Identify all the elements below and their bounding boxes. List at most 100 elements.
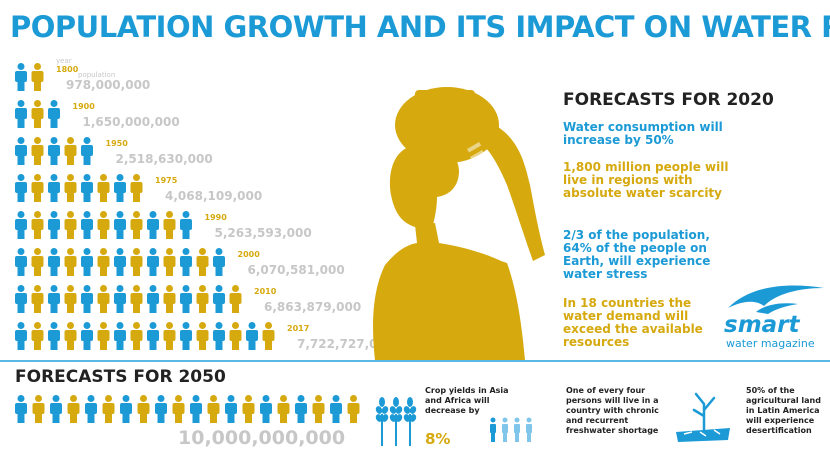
forecast-2020-title: FORECASTS FOR 2020 [563,90,774,110]
person-icon [163,285,176,313]
wheat-icon [375,397,417,446]
person-icon [81,322,93,350]
person-icon [81,174,93,202]
person-icon [48,174,60,202]
person-icon [15,211,27,239]
forecast-2050-title: FORECASTS FOR 2050 [15,367,226,387]
person-icon [64,137,77,165]
person-icon [130,211,143,239]
logo-name: smart [724,312,800,338]
person-icon [48,285,60,313]
forecast-person-icon [137,395,150,423]
person-icon [48,248,60,276]
person-icon [97,174,110,202]
population-value: 5,263,593,000 [214,226,312,240]
person-icon [31,100,44,128]
forecast-person-icon [207,395,220,423]
page-title: POPULATION GROWTH AND ITS IMPACT ON WATE… [10,10,830,44]
person-icon [213,248,225,276]
year-label: 1900 [72,102,95,111]
person-icon [130,248,143,276]
crop-percent: 8% [425,430,451,448]
forecast-person-icon [15,395,27,423]
forecast-person-icon [347,395,360,423]
person-icon [114,211,126,239]
forecast-person-icon [85,395,97,423]
forecast-person-icon [32,395,45,423]
person-icon [48,322,60,350]
population-value: 7,722,727,000 [297,337,395,351]
person-icon [114,248,126,276]
person-icon [15,285,27,313]
person-icon [64,322,77,350]
person-icon [31,322,44,350]
person-icon [163,211,176,239]
forecast-person-icon [102,395,115,423]
person-icon [15,322,27,350]
person-icon [147,211,159,239]
population-value: 2,518,630,000 [115,152,213,166]
person-icon [97,248,110,276]
person-icon [147,322,159,350]
population-value: 6,863,879,000 [264,300,362,314]
forecast-person-icon [120,395,132,423]
forecast-person-icon [172,395,185,423]
person-icon [31,248,44,276]
forecast-person-icon [155,395,167,423]
person-icon [31,137,44,165]
crop-text: Crop yields in Asia and Africa will decr… [425,386,509,415]
person-icon [114,174,126,202]
person-icon [15,174,27,202]
person-icon [163,248,176,276]
person-icon [81,137,93,165]
forecast-person-icon [225,395,237,423]
person-icon [64,248,77,276]
person-icon [196,248,209,276]
forecast-person-icon [242,395,255,423]
person-icon [31,211,44,239]
person-icon [213,322,225,350]
forecast-person-icon [330,395,342,423]
forecast-person-icon [67,395,80,423]
year-label: 1800 [56,65,79,74]
person-icon [64,174,77,202]
person-icon [31,285,44,313]
person-icon [130,322,143,350]
fact-2020-3: 2/3 of the population, 64% of the people… [563,228,711,281]
four-people-icon [490,417,532,442]
person-icon [97,285,110,313]
person-icon [64,211,77,239]
forecast-person-icon [277,395,290,423]
person-icon [97,211,110,239]
population-value: 978,000,000 [66,78,151,92]
person-icon [15,63,27,91]
person-icon [81,211,93,239]
year-label: 1990 [204,213,227,222]
person-icon [130,285,143,313]
population-value: 4,068,109,000 [165,189,263,203]
woman-silhouette-icon [373,87,545,360]
person-icon [81,248,93,276]
population-value: 6,070,581,000 [247,263,345,277]
person-icon [229,285,242,313]
person-icon [147,248,159,276]
person-icon [114,285,126,313]
forecast-person-icon [50,395,62,423]
person-icon [163,322,176,350]
person-icon [31,63,44,91]
person-icon [64,285,77,313]
wave-logo-icon [728,285,824,314]
person-icon [114,322,126,350]
forecast-person-icon [312,395,325,423]
fact-2020-2: 1,800 million people will live in region… [563,160,729,200]
person-icon [262,322,275,350]
desertification-text: 50% of the agricultural land in Latin Am… [746,386,821,435]
person-icon [180,322,192,350]
person-icon [15,100,27,128]
year-label: 2017 [287,324,310,333]
person-icon [180,285,192,313]
year-heading: year [56,57,72,65]
forecast-person-icon [295,395,307,423]
person-icon [180,248,192,276]
